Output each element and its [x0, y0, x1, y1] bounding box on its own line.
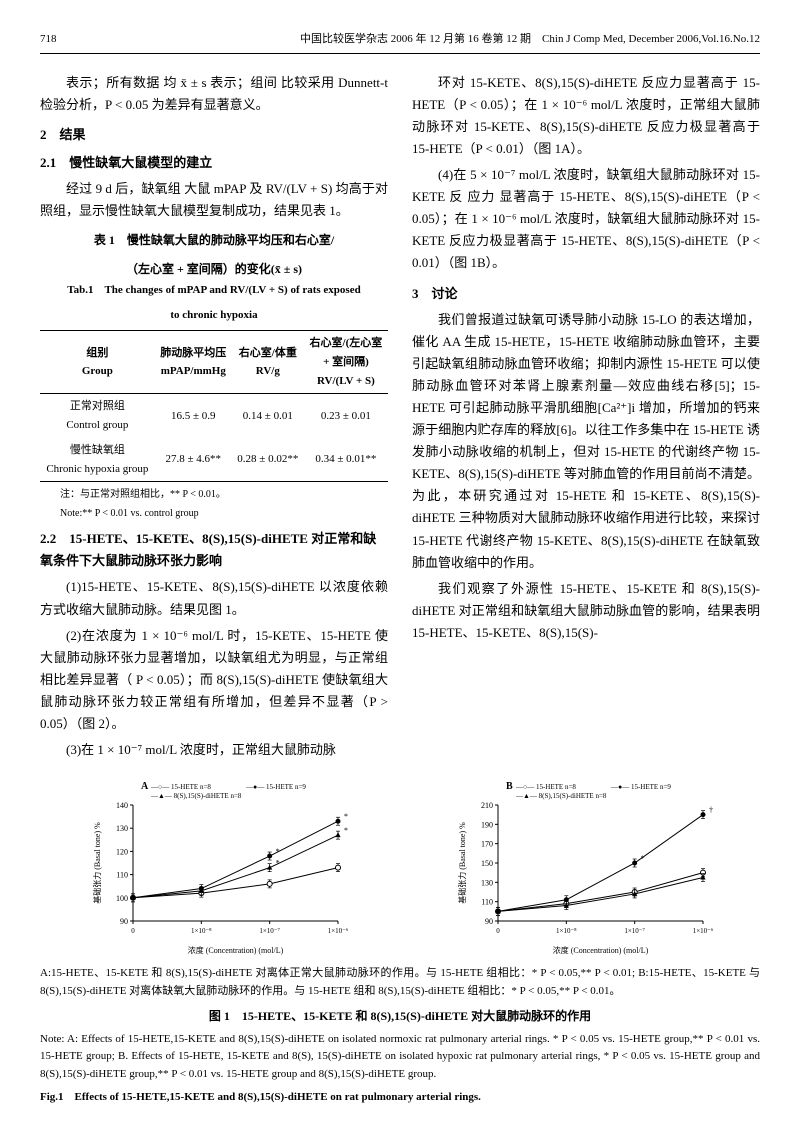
- svg-text:—▲— 8(S),15(S)-diHETE n=8: —▲— 8(S),15(S)-diHETE n=8: [150, 792, 242, 800]
- svg-text:0: 0: [496, 927, 500, 935]
- svg-text:—●— 15-HETE n=9: —●— 15-HETE n=9: [245, 783, 306, 791]
- page-header: 718 中国比较医学杂志 2006 年 12 月第 16 卷第 12 期 Chi…: [40, 30, 760, 54]
- svg-text:**: **: [344, 812, 348, 821]
- svg-text:**: **: [344, 826, 348, 835]
- td: 0.34 ± 0.01**: [304, 438, 388, 482]
- para: (3)在 1 × 10⁻⁷ mol/L 浓度时，正常组大鼠肺动脉: [40, 739, 388, 761]
- para: 表示；所有数据 均 x̄ ± s 表示；组间 比较采用 Dunnett-t 检验…: [40, 72, 388, 116]
- svg-text:—○— 15-HETE n=8: —○— 15-HETE n=8: [515, 783, 576, 791]
- svg-text:*: *: [640, 854, 644, 863]
- svg-text:基础张力 (Basal tone) %: 基础张力 (Basal tone) %: [457, 822, 467, 904]
- td: 慢性缺氧组 Chronic hypoxia group: [40, 438, 155, 482]
- section-22: 2.2 15-HETE、15-KETE、8(S),15(S)-diHETE 对正…: [40, 528, 388, 572]
- td: 0.14 ± 0.01: [232, 394, 304, 438]
- table1-caption-cn: 表 1 慢性缺氧大鼠的肺动脉平均压和右心室/: [40, 230, 388, 250]
- svg-text:130: 130: [481, 878, 493, 887]
- table-row: 慢性缺氧组 Chronic hypoxia group 27.8 ± 4.6**…: [40, 438, 388, 482]
- svg-text:1×10⁻⁸: 1×10⁻⁸: [191, 927, 212, 935]
- para: (4)在 5 × 10⁻⁷ mol/L 浓度时，缺氧组大鼠肺动脉环对 15-KE…: [412, 164, 760, 274]
- svg-text:210: 210: [481, 801, 493, 810]
- svg-text:基础张力 (Basal tone) %: 基础张力 (Basal tone) %: [92, 822, 102, 904]
- th: 组别 Group: [40, 331, 155, 394]
- th: 右心室/(左心室 + 室间隔) RV/(LV + S): [304, 331, 388, 394]
- svg-text:90: 90: [485, 917, 493, 926]
- right-column: 环对 15-KETE、8(S),15(S)-diHETE 反应力显著高于 15-…: [412, 72, 760, 765]
- svg-text:A: A: [141, 781, 149, 792]
- svg-text:130: 130: [116, 824, 128, 833]
- svg-text:1×10⁻⁶: 1×10⁻⁶: [692, 927, 712, 935]
- svg-text:†**: †**: [709, 806, 713, 815]
- svg-text:1×10⁻⁶: 1×10⁻⁶: [327, 927, 347, 935]
- svg-text:170: 170: [481, 840, 493, 849]
- svg-text:*: *: [275, 847, 279, 856]
- table1-caption-en: Tab.1 The changes of mPAP and RV/(LV + S…: [40, 281, 388, 300]
- svg-text:*: *: [275, 859, 279, 868]
- chart-b-svg: 90 110 130 150 170 190 210 0 1×10⁻⁸ 1×10⁻⁷ 1×10⁻⁶ B…: [453, 777, 713, 957]
- para: (2)在浓度为 1 × 10⁻⁶ mol/L 时，15-KETE、15-HETE…: [40, 625, 388, 735]
- svg-text:0: 0: [131, 927, 135, 935]
- para: 我们曾报道过缺氧可诱导肺小动脉 15-LO 的表达增加，催化 AA 生成 15-…: [412, 309, 760, 574]
- th: 肺动脉平均压 mPAP/mmHg: [155, 331, 232, 394]
- td: 27.8 ± 4.6**: [155, 438, 232, 482]
- chart-b: 90 110 130 150 170 190 210 0 1×10⁻⁸ 1×10⁻⁷ 1×10⁻⁶ B…: [453, 777, 713, 957]
- table-note-en: Note:** P < 0.01 vs. control group: [40, 505, 388, 522]
- svg-text:—○— 15-HETE n=8: —○— 15-HETE n=8: [150, 783, 211, 791]
- svg-text:140: 140: [116, 801, 128, 810]
- fig1-note-en: Note: A: Effects of 15-HETE,15-KETE and …: [40, 1031, 760, 1084]
- th: 右心室/体重 RV/g: [232, 331, 304, 394]
- para: 经过 9 d 后，缺氧组 大鼠 mPAP 及 RV/(LV + S) 均高于对照…: [40, 178, 388, 222]
- td: 0.28 ± 0.02**: [232, 438, 304, 482]
- page-number: 718: [40, 30, 57, 49]
- svg-text:1×10⁻⁷: 1×10⁻⁷: [259, 927, 280, 935]
- svg-text:110: 110: [481, 898, 493, 907]
- journal-info: 中国比较医学杂志 2006 年 12 月第 16 卷第 12 期 Chin J …: [300, 30, 760, 49]
- fig1-title-en: Fig.1 Effects of 15-HETE,15-KETE and 8(S…: [40, 1088, 760, 1107]
- fig1-caption-ab: A:15-HETE、15-KETE 和 8(S),15(S)-diHETE 对离…: [40, 965, 760, 1000]
- fig1-title-cn: 图 1 15-HETE、15-KETE 和 8(S),15(S)-diHETE …: [40, 1006, 760, 1026]
- chart-a-svg: 90 100 110 120 130 140 0 1×10⁻⁸ 1×10⁻⁷ 1×10⁻⁶ A—○—…: [88, 777, 348, 957]
- table1-caption-en2: to chronic hypoxia: [40, 306, 388, 325]
- svg-text:浓度 (Concentration) (mol/L): 浓度 (Concentration) (mol/L): [552, 945, 648, 955]
- section-21: 2.1 慢性缺氧大鼠模型的建立: [40, 152, 388, 174]
- td: 16.5 ± 0.9: [155, 394, 232, 438]
- table-note-cn: 注：与正常对照组相比，** P < 0.01。: [40, 486, 388, 503]
- svg-text:—●— 15-HETE n=9: —●— 15-HETE n=9: [610, 783, 671, 791]
- svg-text:—▲— 8(S),15(S)-diHETE n=8: —▲— 8(S),15(S)-diHETE n=8: [515, 792, 607, 800]
- chart-a: 90 100 110 120 130 140 0 1×10⁻⁸ 1×10⁻⁷ 1×10⁻⁶ A—○—…: [88, 777, 348, 957]
- two-column-layout: 表示；所有数据 均 x̄ ± s 表示；组间 比较采用 Dunnett-t 检验…: [40, 72, 760, 765]
- figure-1-charts: 9010011012013014001×10⁻⁸1×10⁻⁷1×10⁻⁶A—○—…: [40, 777, 760, 957]
- section-2: 2 结果: [40, 124, 388, 146]
- para: (1)15-HETE、15-KETE、8(S),15(S)-diHETE 以浓度…: [40, 576, 388, 620]
- svg-text:90: 90: [120, 917, 128, 926]
- section-3: 3 讨论: [412, 283, 760, 305]
- td: 正常对照组 Control group: [40, 394, 155, 438]
- svg-text:150: 150: [481, 859, 493, 868]
- table1-caption-cn2: （左心室 + 室间隔）的变化(x̄ ± s): [40, 259, 388, 279]
- svg-text:100: 100: [116, 894, 128, 903]
- table-1: 组别 Group 肺动脉平均压 mPAP/mmHg 右心室/体重 RV/g 右心…: [40, 330, 388, 482]
- para: 我们观察了外源性 15-HETE、15-KETE 和 8(S),15(S)-di…: [412, 578, 760, 644]
- svg-text:1×10⁻⁸: 1×10⁻⁸: [556, 927, 577, 935]
- table-header-row: 组别 Group 肺动脉平均压 mPAP/mmHg 右心室/体重 RV/g 右心…: [40, 331, 388, 394]
- svg-text:120: 120: [116, 848, 128, 857]
- td: 0.23 ± 0.01: [304, 394, 388, 438]
- svg-text:110: 110: [116, 871, 128, 880]
- para: 环对 15-KETE、8(S),15(S)-diHETE 反应力显著高于 15-…: [412, 72, 760, 160]
- table-row: 正常对照组 Control group 16.5 ± 0.9 0.14 ± 0.…: [40, 394, 388, 438]
- svg-text:190: 190: [481, 820, 493, 829]
- svg-text:B: B: [506, 781, 513, 792]
- svg-text:浓度 (Concentration) (mol/L): 浓度 (Concentration) (mol/L): [187, 945, 283, 955]
- svg-text:1×10⁻⁷: 1×10⁻⁷: [624, 927, 645, 935]
- left-column: 表示；所有数据 均 x̄ ± s 表示；组间 比较采用 Dunnett-t 检验…: [40, 72, 388, 765]
